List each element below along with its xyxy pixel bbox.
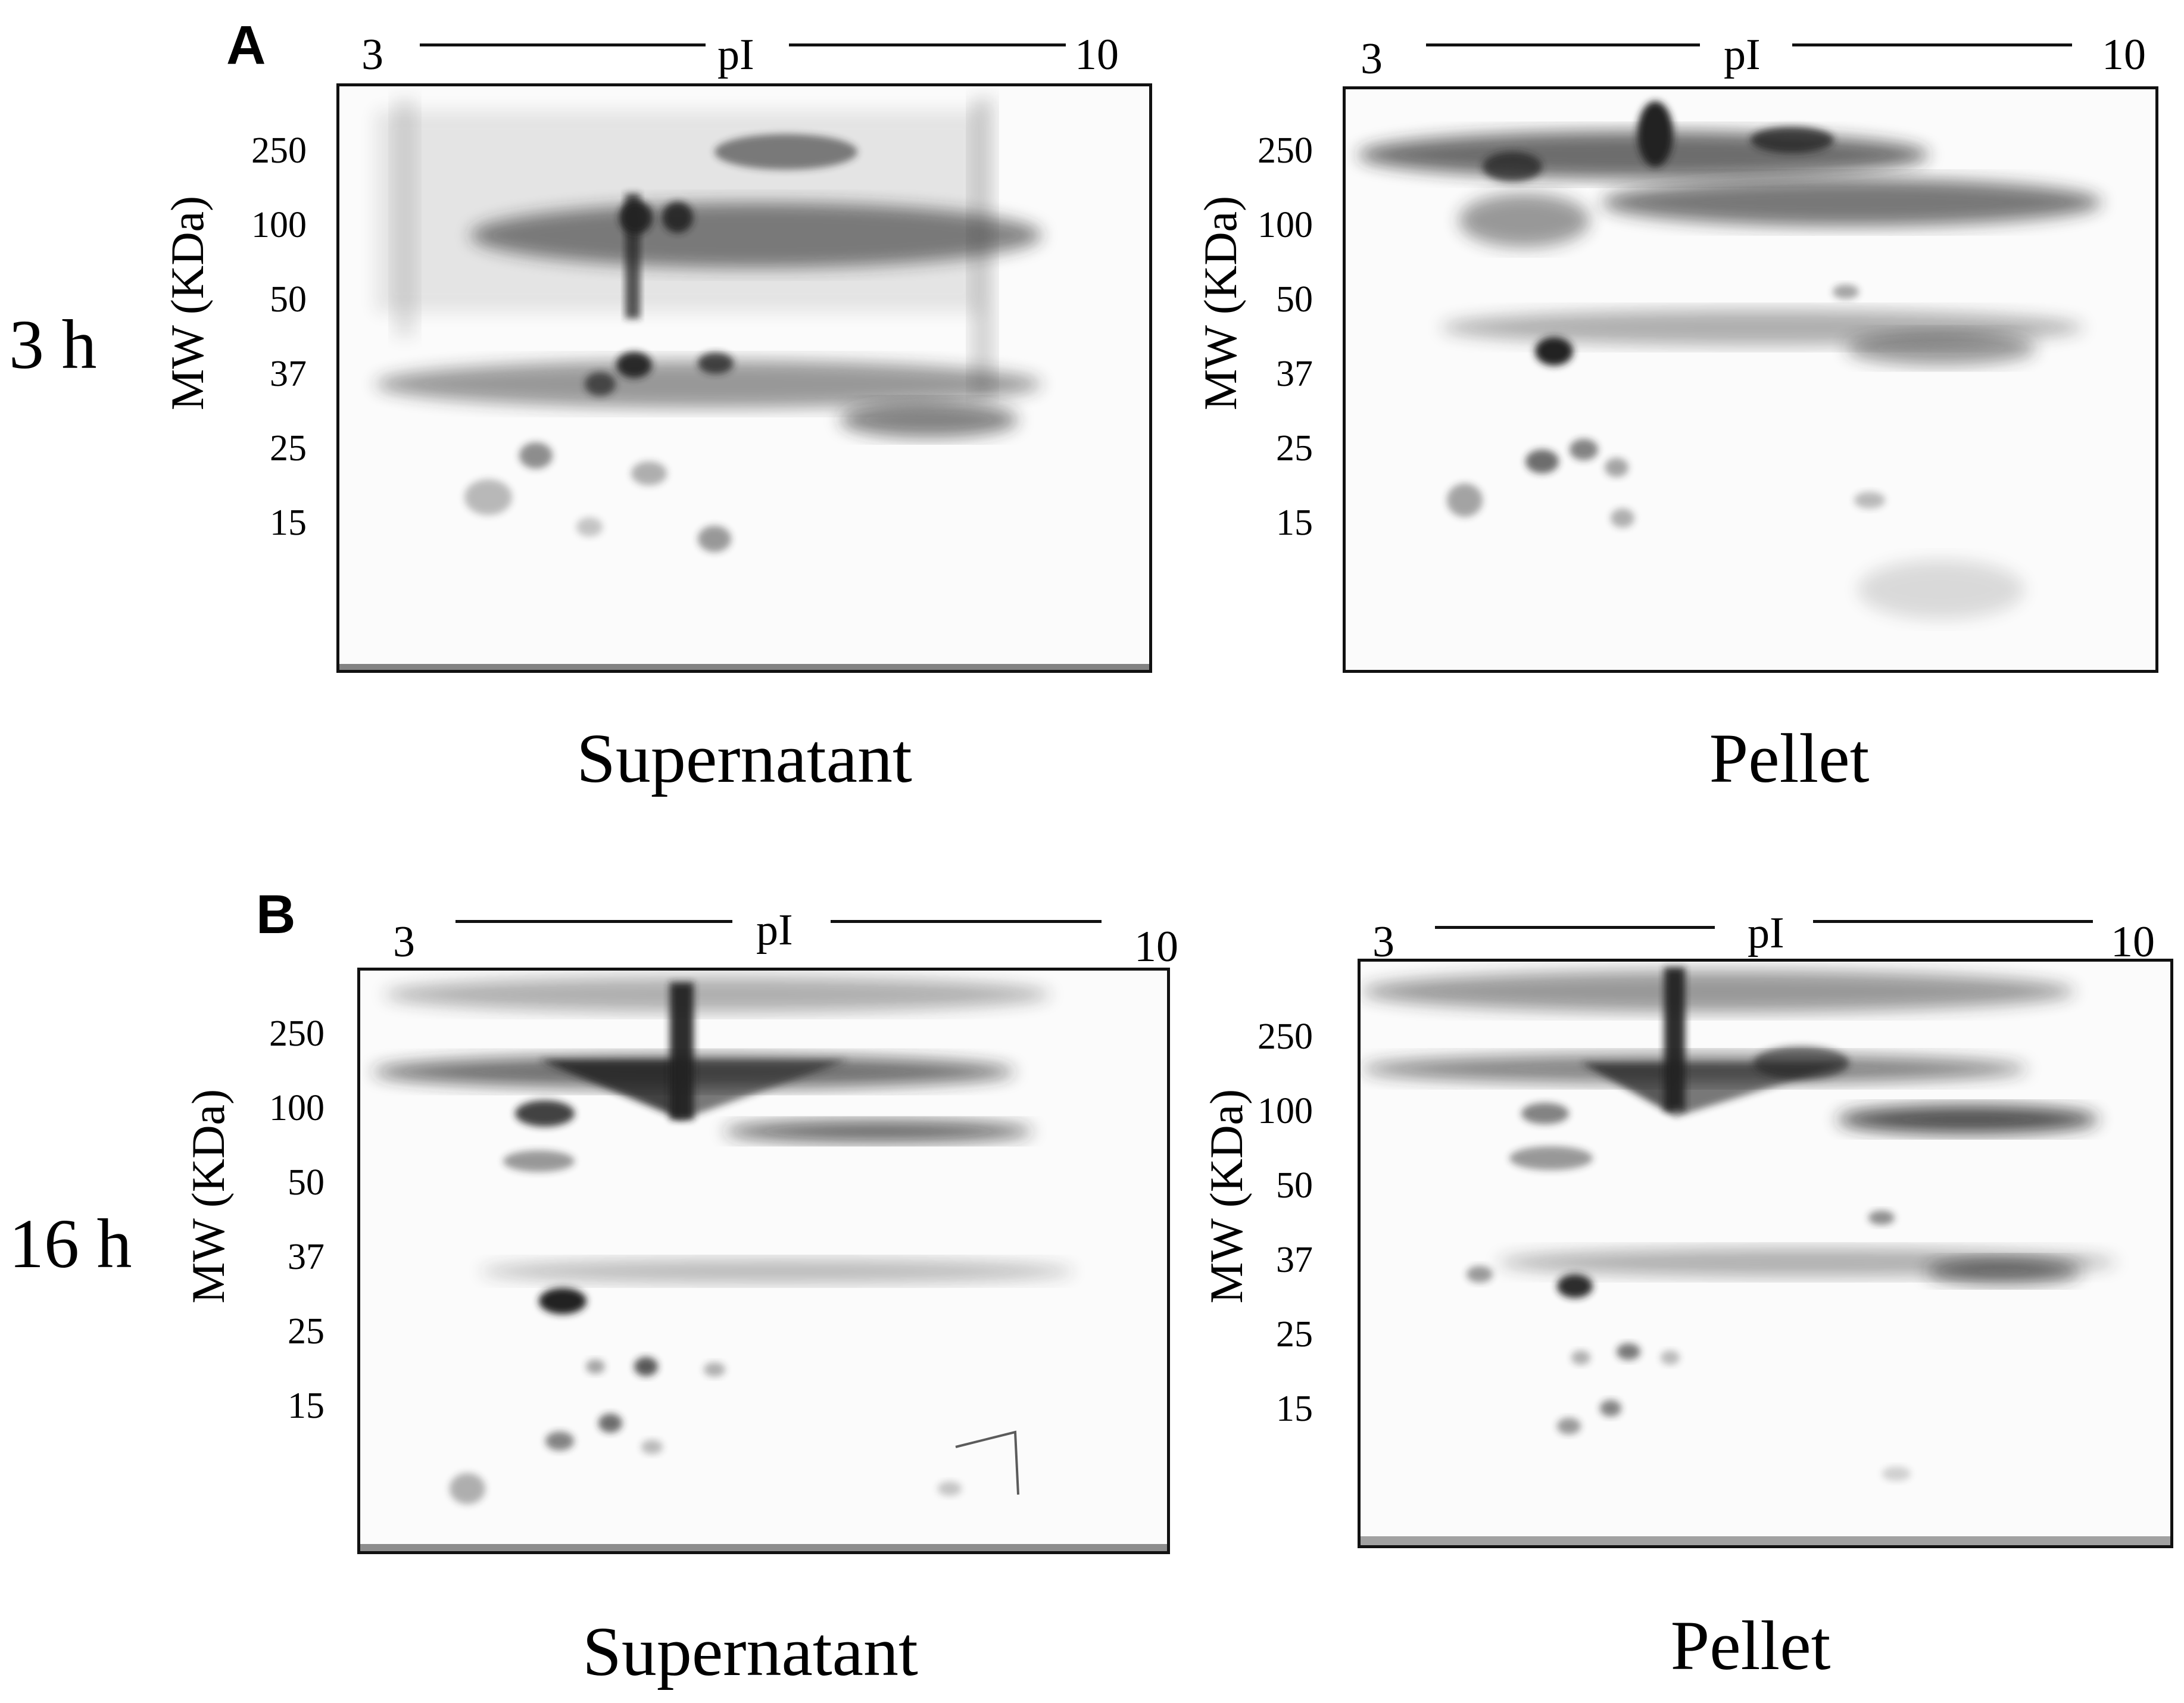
panel-letter-b: B (256, 884, 296, 945)
pi-start-label: 3 (1361, 35, 1383, 83)
mw-axis-title: MW (KDa) (161, 195, 213, 411)
pi-start-label: 3 (361, 30, 383, 79)
mw-tick-50: 50 (1276, 279, 1313, 320)
pi-axis-line-left (1435, 926, 1715, 929)
mw-tick-15: 15 (1276, 1389, 1313, 1429)
mw-tick-15: 15 (1276, 503, 1313, 543)
gel-image-3h-pellet (1343, 86, 2158, 673)
mw-axis-title: MW (KDa) (182, 1088, 234, 1304)
mw-tick-37: 37 (288, 1237, 325, 1277)
mw-tick-250: 250 (269, 1013, 325, 1054)
mw-tick-100: 100 (1258, 205, 1313, 245)
pi-end-label: 10 (2111, 918, 2155, 966)
gel-image-3h-supernatant (336, 83, 1152, 673)
mw-tick-250: 250 (1258, 1016, 1313, 1057)
mw-tick-50: 50 (270, 279, 307, 320)
pi-axis-line-right (789, 43, 1066, 46)
pi-axis-line-left (420, 43, 706, 46)
mw-tick-100: 100 (1258, 1091, 1313, 1131)
mw-tick-37: 37 (270, 354, 307, 394)
fraction-label-supernatant: Supernatant (576, 719, 912, 797)
fraction-label-pellet: Pellet (1709, 719, 1870, 797)
pi-axis-line-left (1426, 43, 1700, 46)
time-label-16h: 16 h (9, 1205, 132, 1283)
pi-axis-line-right (831, 920, 1102, 923)
mw-tick-250: 250 (251, 130, 307, 171)
mw-tick-25: 25 (288, 1311, 325, 1352)
mw-tick-15: 15 (270, 503, 307, 543)
mw-tick-25: 25 (270, 428, 307, 469)
mw-tick-15: 15 (288, 1386, 325, 1426)
pi-axis-label: pI (717, 30, 754, 79)
pi-end-label: 10 (1075, 30, 1119, 79)
pi-axis-label: pI (1724, 30, 1761, 79)
time-label-3h: 3 h (9, 305, 97, 383)
mw-tick-25: 25 (1276, 428, 1313, 469)
pi-axis-label: pI (756, 906, 793, 955)
mw-tick-50: 50 (288, 1162, 325, 1203)
mw-tick-37: 37 (1276, 354, 1313, 394)
pi-axis-line-left (455, 920, 732, 923)
gel-image-16h-supernatant (357, 968, 1170, 1554)
pi-end-label: 10 (1134, 922, 1178, 971)
mw-tick-37: 37 (1276, 1240, 1313, 1280)
mw-tick-100: 100 (269, 1088, 325, 1128)
pi-start-label: 3 (1372, 918, 1394, 966)
fraction-label-supernatant: Supernatant (582, 1612, 918, 1690)
panel-letter-a: A (226, 15, 266, 76)
gel-image-16h-pellet (1358, 959, 2173, 1548)
pi-axis-label: pI (1748, 909, 1784, 957)
fraction-label-pellet: Pellet (1670, 1607, 1831, 1685)
pi-axis-line-right (1813, 920, 2093, 923)
mw-tick-25: 25 (1276, 1314, 1313, 1355)
pi-end-label: 10 (2102, 30, 2146, 79)
mw-tick-100: 100 (251, 205, 307, 245)
pi-axis-line-right (1792, 43, 2072, 46)
pi-start-label: 3 (393, 918, 415, 966)
mw-tick-50: 50 (1276, 1165, 1313, 1206)
mw-tick-250: 250 (1258, 130, 1313, 171)
